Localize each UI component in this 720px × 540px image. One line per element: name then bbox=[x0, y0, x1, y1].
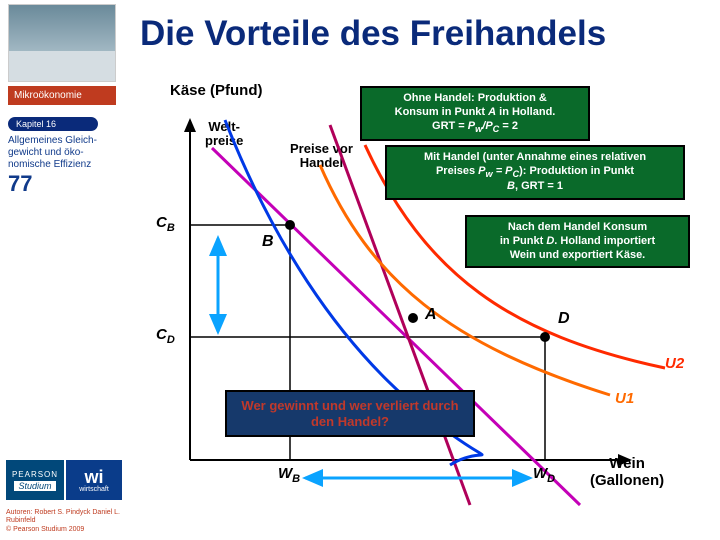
annot-question: Wer gewinnt und wer verliert durch den H… bbox=[225, 390, 475, 437]
pearson-top: PEARSON bbox=[12, 470, 58, 479]
credits: Autoren: Robert S. Pindyck Daniel L. Rub… bbox=[6, 509, 124, 534]
page-title: Die Vorteile des Freihandels bbox=[140, 14, 606, 54]
annot-2: Mit Handel (unter Annahme eines relative… bbox=[385, 145, 685, 200]
annot-3: Nach dem Handel Konsumin Punkt D. Hollan… bbox=[465, 215, 690, 268]
point-b-label: B bbox=[262, 233, 274, 251]
chapter-badge: Kapitel 16 bbox=[8, 117, 98, 131]
wi-small: wirtschaft bbox=[79, 486, 109, 493]
subject-box: Mikroökonomie bbox=[8, 86, 116, 105]
wi-logo: wi wirtschaft bbox=[66, 460, 122, 500]
chapter-title: Allgemeines Gleich-gewicht und öko-nomis… bbox=[8, 135, 123, 171]
credits-authors: Autoren: Robert S. Pindyck Daniel L. Rub… bbox=[6, 509, 124, 526]
wi-big: wi bbox=[84, 468, 103, 486]
cd-label: CD bbox=[156, 326, 175, 346]
xlab2: (Gallonen) bbox=[590, 472, 664, 489]
pearson-mid: Studium bbox=[14, 481, 55, 491]
thumbnail bbox=[8, 4, 116, 82]
sidebar: Mikroökonomie Kapitel 16 Allgemeines Gle… bbox=[0, 0, 130, 540]
chart: Käse (Pfund) Welt-preise Preise vorHande… bbox=[160, 90, 705, 530]
x-axis-label: Wein (Gallonen) bbox=[590, 455, 664, 489]
credits-copy: © Pearson Studium 2009 bbox=[6, 526, 124, 534]
annot-1: Ohne Handel: Produktion &Konsum in Punkt… bbox=[360, 86, 590, 141]
cb-label: CB bbox=[156, 214, 175, 234]
u1-label: U1 bbox=[615, 390, 634, 407]
point-a-label: A bbox=[425, 306, 437, 324]
point-d-label: D bbox=[558, 310, 570, 328]
pearson-logo: PEARSON Studium bbox=[6, 460, 64, 500]
wb-label: WB bbox=[278, 465, 300, 485]
xlab1: Wein bbox=[609, 455, 645, 472]
u2-label: U2 bbox=[665, 355, 684, 372]
page-number: 77 bbox=[8, 171, 130, 197]
wd-label: WD bbox=[533, 465, 555, 485]
